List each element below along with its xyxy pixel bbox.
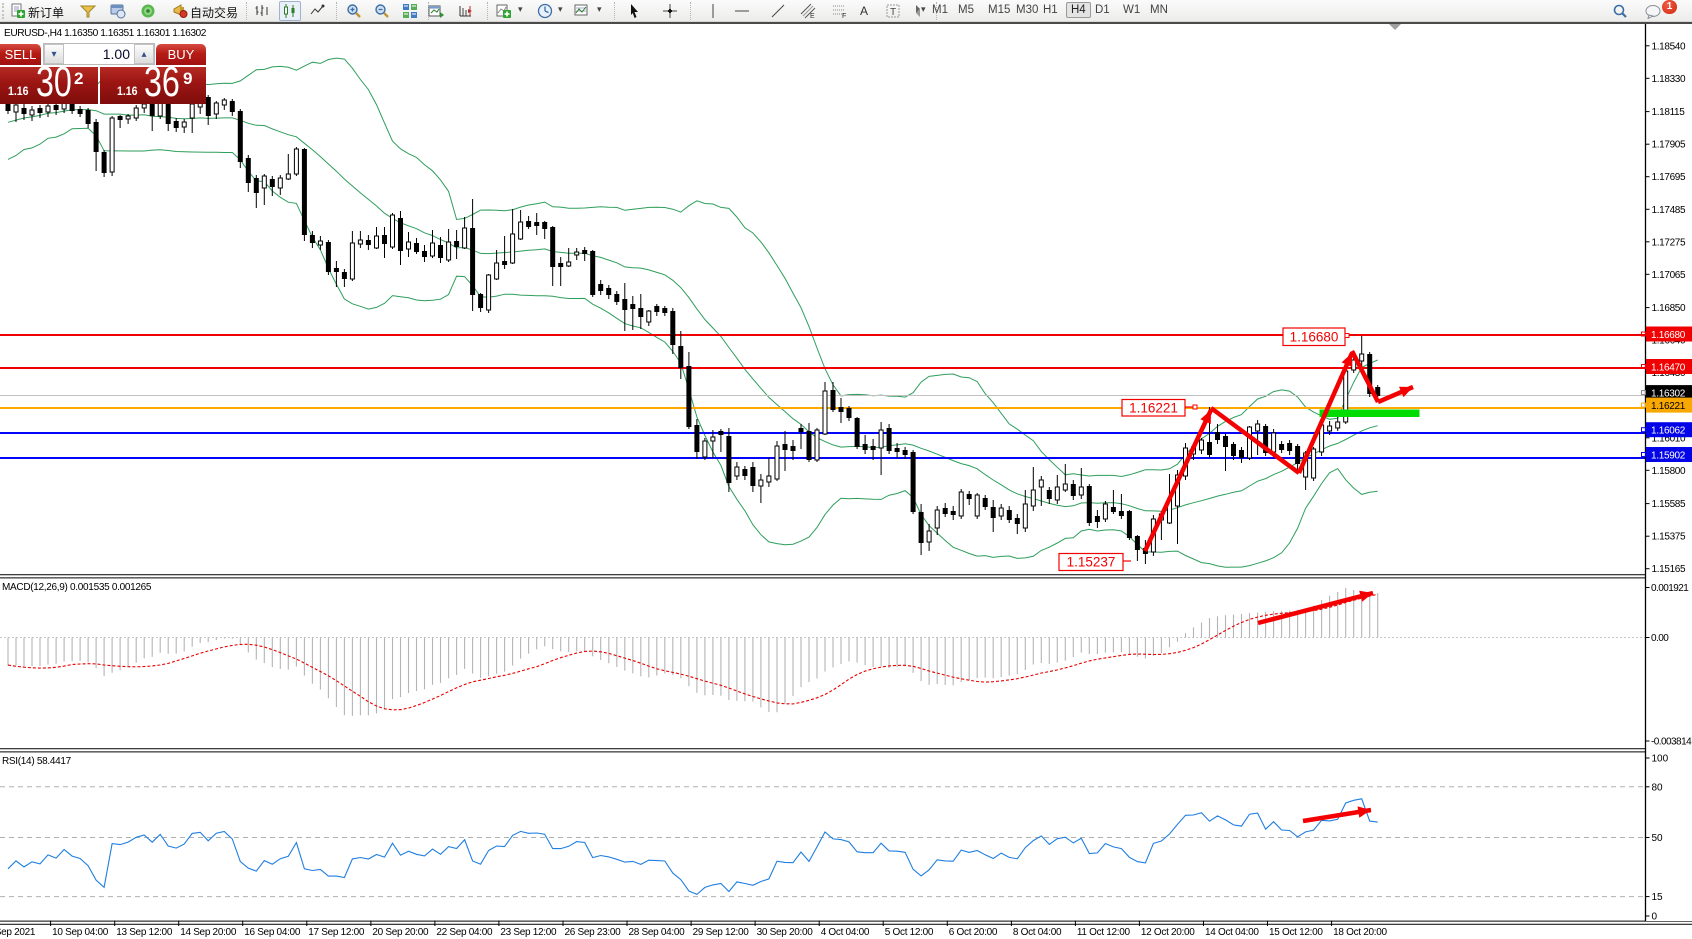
svg-text:28 Sep 04:00: 28 Sep 04:00 <box>629 927 686 938</box>
svg-text:12 Oct 20:00: 12 Oct 20:00 <box>1141 927 1195 938</box>
svg-text:6 Oct 20:00: 6 Oct 20:00 <box>949 927 998 938</box>
svg-text:-0.003814: -0.003814 <box>1651 737 1692 748</box>
svg-text:17 Sep 12:00: 17 Sep 12:00 <box>308 927 365 938</box>
svg-text:1.17485: 1.17485 <box>1652 205 1686 216</box>
svg-text:8 Oct 04:00: 8 Oct 04:00 <box>1013 927 1062 938</box>
svg-text:1.18540: 1.18540 <box>1652 41 1686 52</box>
svg-text:0: 0 <box>1652 912 1658 923</box>
svg-text:1.17275: 1.17275 <box>1652 237 1686 248</box>
svg-text:20 Sep 20:00: 20 Sep 20:00 <box>372 927 429 938</box>
svg-text:30 Sep 20:00: 30 Sep 20:00 <box>757 927 814 938</box>
svg-text:RSI(14) 58.4417: RSI(14) 58.4417 <box>2 756 72 767</box>
svg-text:EURUSD-,H4 1.16350 1.16351 1.: EURUSD-,H4 1.16350 1.16351 1.16301 1.163… <box>4 28 207 39</box>
svg-text:4 Oct 04:00: 4 Oct 04:00 <box>821 927 870 938</box>
svg-text:18 Oct 20:00: 18 Oct 20:00 <box>1333 927 1387 938</box>
svg-text:1.16470: 1.16470 <box>1651 362 1686 373</box>
svg-text:23 Sep 12:00: 23 Sep 12:00 <box>500 927 557 938</box>
svg-text:9 Sep 2021: 9 Sep 2021 <box>0 927 36 938</box>
svg-text:15 Oct 12:00: 15 Oct 12:00 <box>1269 927 1323 938</box>
svg-text:1.15237: 1.15237 <box>1067 555 1116 570</box>
svg-text:16 Sep 04:00: 16 Sep 04:00 <box>244 927 301 938</box>
svg-text:1.15165: 1.15165 <box>1652 564 1686 575</box>
svg-text:1.15902: 1.15902 <box>1651 450 1686 461</box>
svg-text:5 Oct 12:00: 5 Oct 12:00 <box>885 927 934 938</box>
svg-text:11 Oct 12:00: 11 Oct 12:00 <box>1077 927 1131 938</box>
svg-text:15: 15 <box>1652 892 1664 903</box>
svg-text:1.16221: 1.16221 <box>1129 400 1178 415</box>
svg-text:13 Sep 12:00: 13 Sep 12:00 <box>116 927 173 938</box>
svg-text:1.17695: 1.17695 <box>1652 172 1686 183</box>
svg-text:1.16062: 1.16062 <box>1651 426 1686 437</box>
svg-text:1.16010: 1.16010 <box>1652 433 1686 444</box>
svg-text:14 Oct 04:00: 14 Oct 04:00 <box>1205 927 1259 938</box>
svg-text:F: F <box>842 13 846 19</box>
svg-text:1.15375: 1.15375 <box>1652 532 1686 543</box>
svg-text:1.16850: 1.16850 <box>1652 303 1686 314</box>
svg-text:80: 80 <box>1652 782 1664 793</box>
svg-text:0.001921: 0.001921 <box>1651 583 1689 594</box>
svg-text:1.15585: 1.15585 <box>1652 499 1686 510</box>
svg-text:50: 50 <box>1652 833 1664 844</box>
svg-text:1.15800: 1.15800 <box>1652 466 1686 477</box>
svg-text:22 Sep 04:00: 22 Sep 04:00 <box>436 927 493 938</box>
svg-text:10 Sep 04:00: 10 Sep 04:00 <box>52 927 109 938</box>
svg-text:1.18330: 1.18330 <box>1652 74 1686 85</box>
svg-text:26 Sep 23:00: 26 Sep 23:00 <box>565 927 622 938</box>
svg-text:1.18115: 1.18115 <box>1652 107 1686 118</box>
svg-text:1.16680: 1.16680 <box>1290 329 1339 344</box>
svg-text:0.00: 0.00 <box>1651 633 1669 644</box>
svg-text:1.16302: 1.16302 <box>1651 388 1686 399</box>
svg-text:29 Sep 12:00: 29 Sep 12:00 <box>693 927 750 938</box>
svg-text:E: E <box>810 13 815 19</box>
svg-text:1.17905: 1.17905 <box>1652 140 1686 151</box>
svg-text:14 Sep 20:00: 14 Sep 20:00 <box>180 927 237 938</box>
svg-text:1.16221: 1.16221 <box>1651 401 1686 412</box>
svg-text:1.16680: 1.16680 <box>1651 330 1686 341</box>
svg-text:100: 100 <box>1652 754 1669 765</box>
svg-text:1.17065: 1.17065 <box>1652 270 1686 281</box>
svg-text:MACD(12,26,9) 0.001535 0.00126: MACD(12,26,9) 0.001535 0.001265 <box>2 582 152 593</box>
svg-text:T: T <box>890 7 896 18</box>
